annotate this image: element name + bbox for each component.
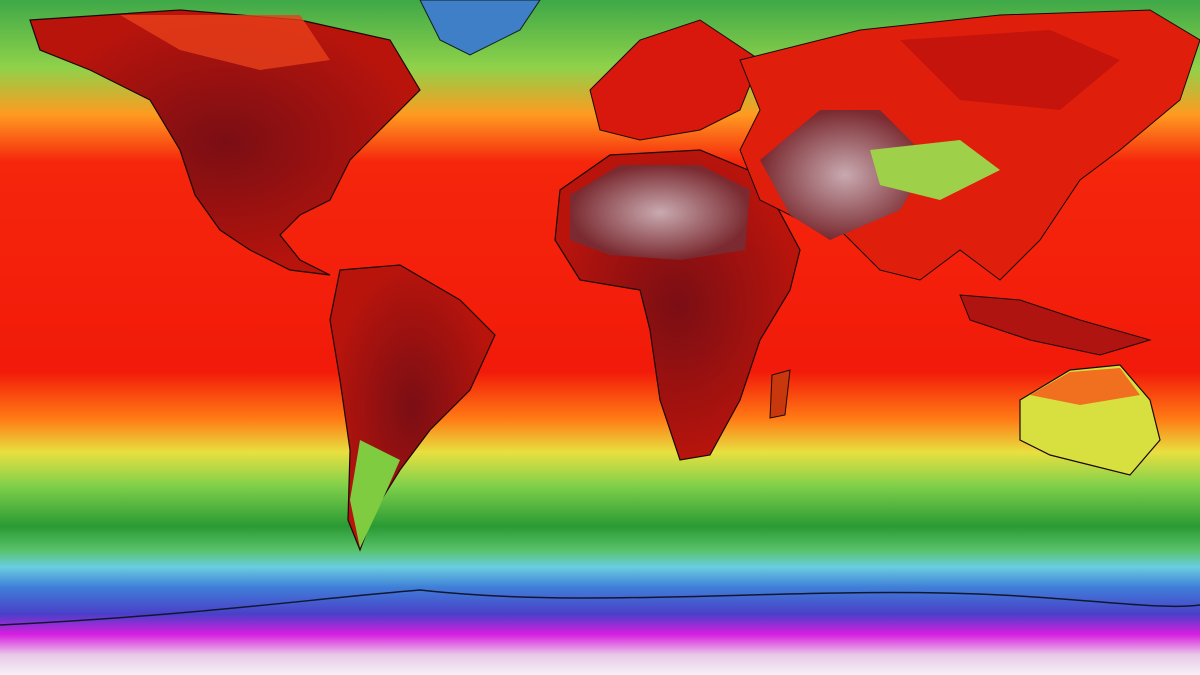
sahara	[570, 165, 750, 260]
canada-north	[120, 15, 330, 70]
antarctica-coast	[0, 589, 1200, 626]
greenland	[419, 0, 541, 56]
middle-east-desert	[760, 110, 930, 240]
australia-north	[1030, 368, 1140, 405]
siberia-hot	[900, 30, 1120, 110]
patagonia	[350, 440, 400, 548]
north-america	[29, 9, 421, 276]
indonesia	[959, 294, 1152, 356]
madagascar	[769, 369, 791, 419]
europe	[589, 19, 761, 141]
tibet-plateau	[870, 140, 1000, 200]
